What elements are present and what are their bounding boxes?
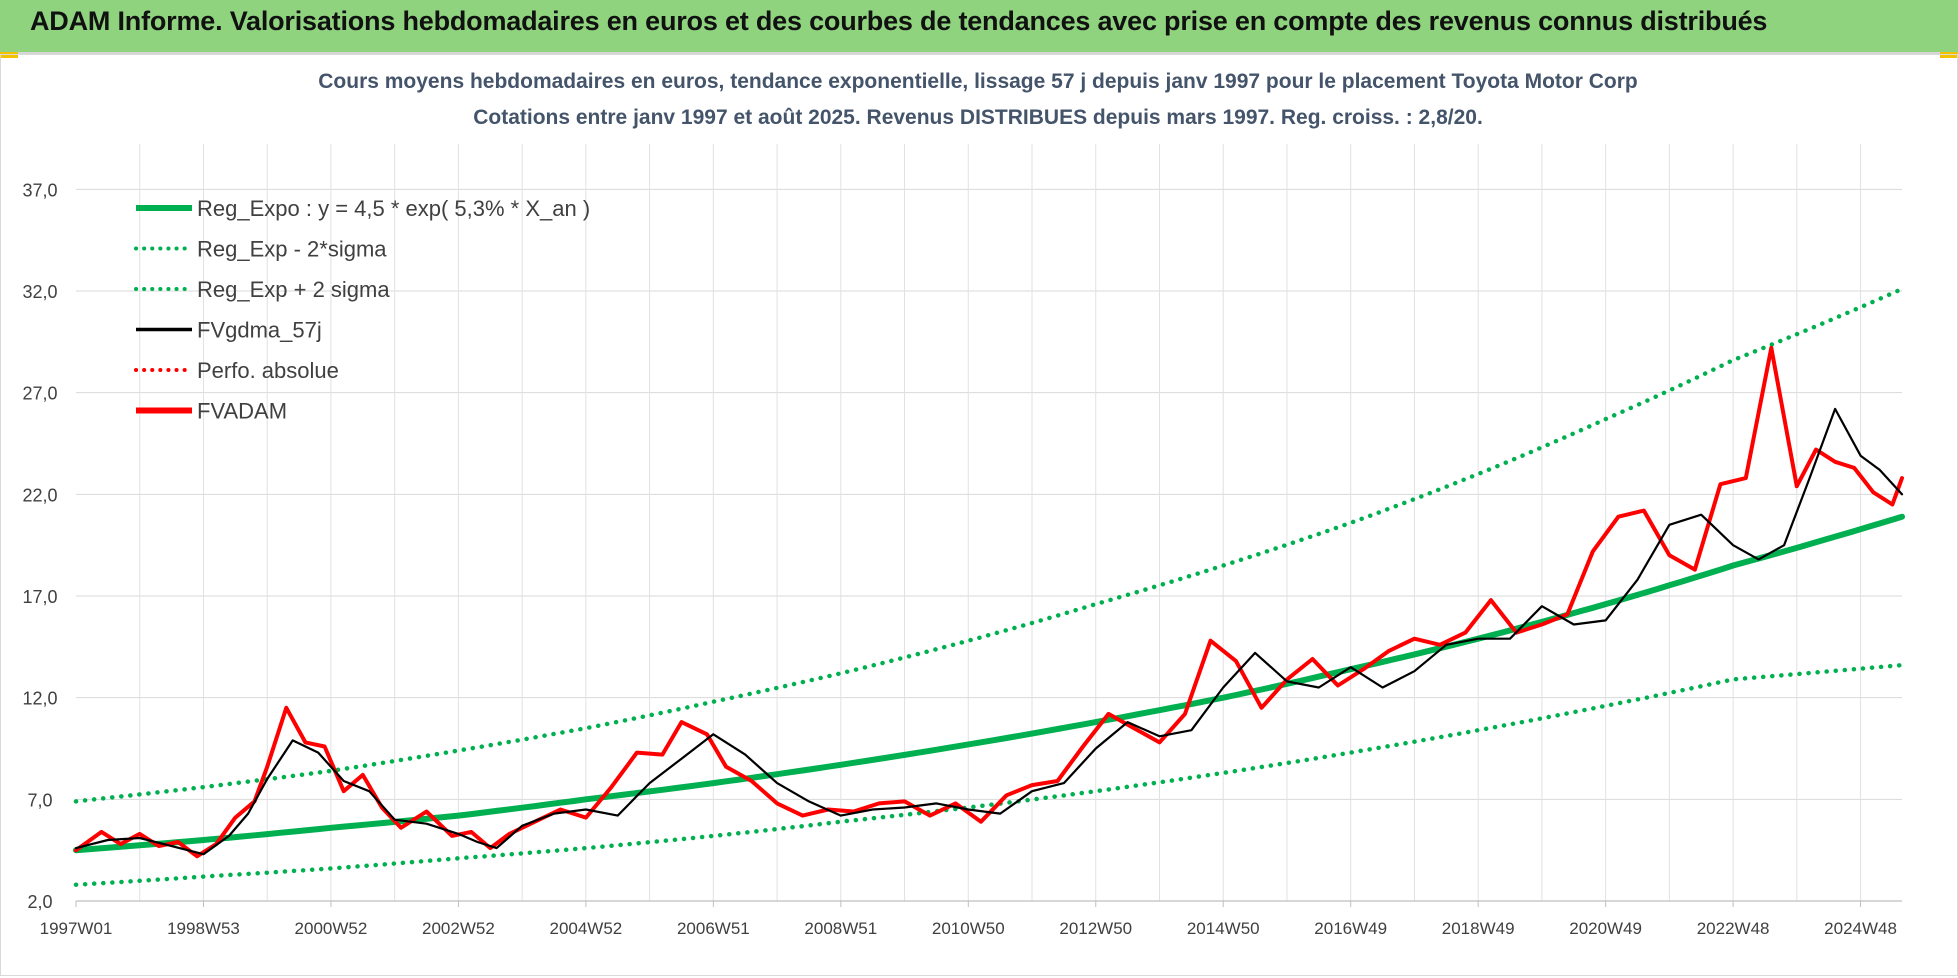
series-line-reg-exp-2-sigma xyxy=(73,286,1905,804)
y-tick-label: 17,0 xyxy=(22,587,57,607)
y-tick-label: 22,0 xyxy=(22,485,57,505)
report-banner: ADAM Informe. Valorisations hebdomadaire… xyxy=(0,0,1958,54)
x-tick-label: 2000W52 xyxy=(295,919,368,938)
x-tick-label: 2004W52 xyxy=(549,919,622,938)
x-tick-label: 2024W48 xyxy=(1824,919,1897,938)
x-tick-label: 2002W52 xyxy=(422,919,495,938)
report-title: ADAM Informe. Valorisations hebdomadaire… xyxy=(30,6,1768,36)
y-tick-label: 12,0 xyxy=(22,689,57,709)
y-tick-label: 2,0 xyxy=(27,892,52,912)
series-line-reg-expo-y-4-5-exp-5-3-x-an xyxy=(73,513,1905,854)
legend-item: FVgdma_57j xyxy=(136,318,322,343)
chart-legend: Reg_Expo : y = 4,5 * exp( 5,3% * X_an ) R… xyxy=(134,196,590,424)
x-tick-label: 1998W53 xyxy=(167,919,240,938)
x-tick-label: 2020W49 xyxy=(1569,919,1642,938)
legend-label: Reg_Exp - 2*sigma xyxy=(197,237,387,262)
legend-item: Reg_Expo : y = 4,5 * exp( 5,3% * X_an ) xyxy=(136,196,590,221)
corner-mark-top-right xyxy=(1940,52,1958,58)
line-chart: Cours moyens hebdomadaires en euros, ten… xyxy=(22,70,1905,938)
legend-label: Reg_Exp + 2 sigma xyxy=(197,277,390,302)
x-tick-label: 2014W50 xyxy=(1187,919,1260,938)
legend-item: FVADAM xyxy=(136,399,287,424)
x-tick-label: 1997W01 xyxy=(40,919,113,938)
y-tick-label: 27,0 xyxy=(22,384,57,404)
x-tick-label: 2008W51 xyxy=(804,919,877,938)
series-line-fvadam xyxy=(74,345,1904,859)
x-tick-label: 2022W48 xyxy=(1697,919,1770,938)
x-tick-label: 2016W49 xyxy=(1314,919,1387,938)
legend-label: FVgdma_57j xyxy=(197,318,322,343)
series-line-reg-exp-2-sigma xyxy=(73,662,1905,887)
chart-grid xyxy=(76,144,1902,902)
series-layer xyxy=(73,286,1905,887)
y-axis: 37,0 32,0 27,0 22,0 17,0 12,0 7,0 2,0 xyxy=(22,180,57,912)
x-tick-label: 2018W49 xyxy=(1442,919,1515,938)
y-tick-label: 37,0 xyxy=(22,180,57,200)
x-tick-label: 2006W51 xyxy=(677,919,750,938)
y-tick-label: 32,0 xyxy=(22,282,57,302)
corner-mark-top-left xyxy=(0,52,18,58)
x-tick-label: 2012W50 xyxy=(1059,919,1132,938)
legend-label: FVADAM xyxy=(197,399,287,424)
chart-title: Cours moyens hebdomadaires en euros, ten… xyxy=(318,70,1637,93)
legend-item: Reg_Exp + 2 sigma xyxy=(134,277,390,302)
series-line-fvgdma-57j xyxy=(74,407,1904,856)
x-axis: 1997W01 1998W53 2000W52 2002W52 2004W52 2006W… xyxy=(40,901,1897,938)
legend-item: Perfo. absolue xyxy=(134,358,339,383)
chart-subtitle: Cotations entre janv 1997 et août 2025. … xyxy=(473,106,1483,129)
legend-item: Reg_Exp - 2*sigma xyxy=(134,237,387,262)
x-tick-label: 2010W50 xyxy=(932,919,1005,938)
y-tick-label: 7,0 xyxy=(27,790,52,810)
legend-label: Perfo. absolue xyxy=(197,358,339,383)
legend-label: Reg_Expo : y = 4,5 * exp( 5,3% * X_an ) xyxy=(197,196,590,221)
